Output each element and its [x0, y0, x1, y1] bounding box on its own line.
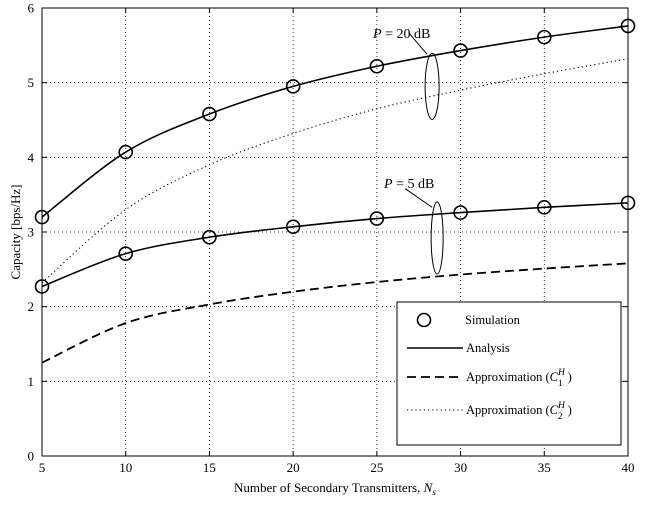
x-tick-label: 10 [119, 460, 132, 475]
group-ellipse-P20 [424, 52, 440, 120]
y-tick-label: 1 [28, 374, 35, 389]
x-tick-label: 5 [39, 460, 46, 475]
annotation-text: = 5 dB [393, 177, 435, 192]
annotation-p20: P = 20 dB [372, 27, 430, 42]
group-pointer-P5 [405, 188, 433, 208]
simulation-marker [202, 229, 217, 245]
x-axis-label-text: Number of Secondary Transmitters, [234, 480, 424, 495]
simulation-marker [285, 79, 301, 94]
y-tick-label: 5 [28, 75, 35, 90]
group-ellipse-P5 [430, 201, 444, 275]
simulation-marker [369, 58, 385, 74]
analysis-line-P20 [41, 25, 629, 218]
legend-subscript: 2 [558, 412, 563, 422]
y-tick-label: 2 [28, 299, 35, 314]
legend-entry-analysis: Analysis [407, 341, 510, 355]
legend-superscript: H [557, 401, 566, 411]
simulation-marker [369, 211, 385, 226]
annotations: P = 20 dBP = 5 dB [372, 27, 444, 275]
y-tick-label: 6 [28, 1, 35, 16]
x-axis-label-var: N [423, 480, 434, 495]
legend-label-text: Approximation ( [466, 403, 550, 417]
simulation-marker [536, 29, 552, 45]
legend-entry-approx2: Approximation (CH 2) [407, 401, 572, 422]
annotation-text: = 20 dB [382, 27, 431, 42]
annotation-p5: P = 5 dB [383, 177, 434, 192]
legend-entry-approx1: Approximation (CH 1) [407, 368, 572, 389]
x-tick-label: 25 [370, 460, 383, 475]
series [34, 18, 636, 364]
legend-box [396, 301, 622, 446]
legend-close: ) [568, 370, 572, 384]
y-tick-label: 0 [28, 449, 35, 464]
simulation-marker [536, 200, 552, 215]
approx1-line-P5 [41, 262, 629, 364]
simulation-marker [453, 205, 468, 220]
legend-label-analysis: Analysis [466, 341, 510, 355]
x-axis-label: Number of Secondary Transmitters, Ns [234, 480, 436, 498]
legend-subscript: 1 [558, 379, 563, 389]
x-tick-label: 40 [622, 460, 635, 475]
x-tick-label: 15 [203, 460, 216, 475]
legend-entry-simulation: Simulation [416, 312, 521, 328]
legend-label-text: Approximation ( [466, 370, 550, 384]
legend-marker-simulation [416, 312, 432, 328]
ticks: 5 10 15 20 25 30 35 40 0 1 2 3 4 5 6 [28, 1, 635, 476]
legend-superscript: H [557, 368, 566, 378]
y-tick-label: 3 [28, 225, 35, 240]
simulation-marker [118, 144, 134, 160]
simulation-marker [118, 246, 134, 261]
legend-label-approx1: Approximation (CH 1) [466, 368, 572, 389]
x-tick-label: 30 [454, 460, 467, 475]
x-axis-label-sub: s [432, 488, 436, 498]
legend-label-approx2: Approximation (CH 2) [466, 401, 572, 422]
legend-label-text: Analysis [466, 341, 510, 355]
legend-label-text: Simulation [465, 313, 521, 327]
simulation-marker [453, 43, 468, 58]
legend-symbol: C [550, 370, 559, 384]
legend-symbol: C [550, 403, 559, 417]
simulation-marker [202, 106, 217, 122]
x-tick-label: 20 [287, 460, 300, 475]
legend-close: ) [568, 403, 572, 417]
group-pointer-P20 [408, 32, 428, 55]
legend-label-simulation: Simulation [465, 313, 521, 327]
plot-frame [41, 7, 629, 457]
analysis-line-P5 [41, 202, 629, 288]
y-tick-label: 4 [28, 150, 35, 165]
y-axis-label: Capacity [bps/Hz] [8, 185, 23, 280]
annotation-var: P [372, 27, 382, 42]
annotation-var: P [383, 177, 393, 192]
simulation-marker [285, 219, 301, 235]
x-tick-label: 35 [538, 460, 551, 475]
